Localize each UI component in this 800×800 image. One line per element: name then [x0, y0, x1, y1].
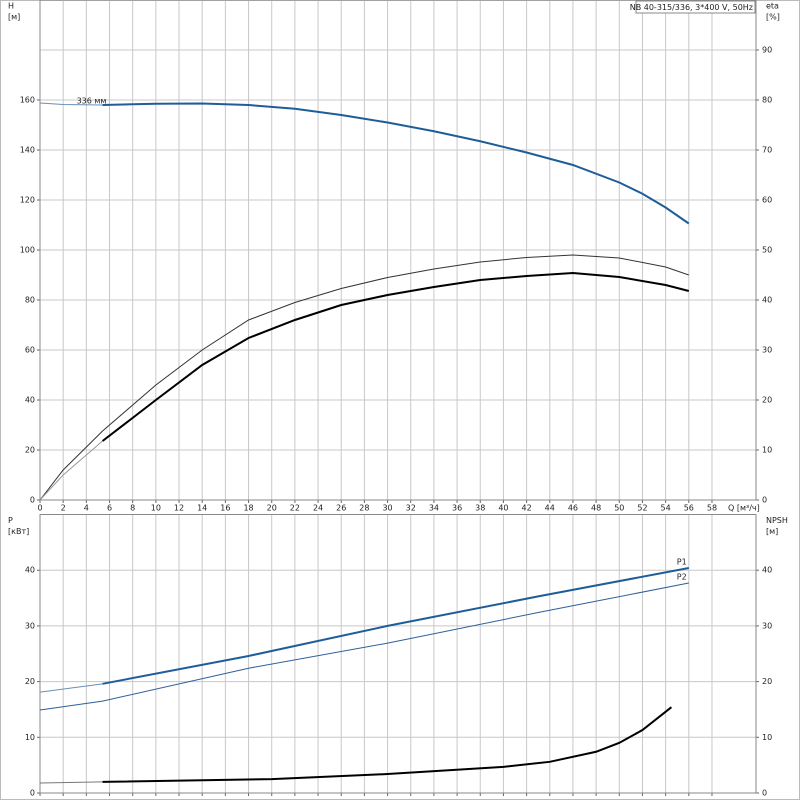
curve — [39, 102, 103, 106]
x-tick-label: 50 — [614, 504, 624, 513]
y2-tick-label: 50 — [762, 246, 772, 255]
x-tick-label: 46 — [568, 504, 578, 513]
y-tick-label: 30 — [25, 621, 35, 630]
y2-tick-label: 30 — [762, 346, 772, 355]
y2-tick-label: 10 — [762, 733, 772, 742]
y2-tick-label: 20 — [762, 677, 772, 686]
x-tick-label: 10 — [151, 504, 161, 513]
y2-axis-label: eta — [766, 2, 779, 11]
x-tick-label: 18 — [243, 504, 253, 513]
y2-tick-label: 20 — [762, 396, 772, 405]
y-tick-label: 10 — [25, 733, 35, 742]
x-tick-label: 56 — [684, 504, 694, 513]
y2-tick-label: 40 — [762, 296, 772, 305]
x-tick-label: 4 — [84, 504, 89, 513]
x-axis-label: Q [м³/ч] — [728, 504, 760, 513]
x-tick-label: 38 — [475, 504, 485, 513]
y-tick-label: 0 — [30, 789, 35, 798]
y2-axis-label: [%] — [766, 13, 780, 22]
y2-tick-label: 0 — [762, 789, 767, 798]
x-tick-label: 42 — [522, 504, 532, 513]
curve — [101, 271, 690, 442]
y2-tick-label: 10 — [762, 446, 772, 455]
curve — [102, 566, 689, 685]
y2-tick-label: 80 — [762, 96, 772, 105]
x-tick-label: 24 — [313, 504, 323, 513]
series-label: 336 мм — [77, 97, 107, 106]
y-tick-label: 100 — [20, 246, 35, 255]
y2-tick-label: 90 — [762, 46, 772, 55]
x-tick-label: 30 — [382, 504, 392, 513]
y2-tick-label: 0 — [762, 496, 767, 505]
plot-frame — [39, 0, 757, 501]
curve — [39, 582, 689, 711]
x-tick-label: 2 — [61, 504, 66, 513]
y-axis-label: [м] — [8, 13, 20, 22]
x-tick-label: 54 — [661, 504, 671, 513]
y2-tick-label: 30 — [762, 621, 772, 630]
plot-frame — [39, 514, 757, 794]
y-axis-label: H — [8, 2, 14, 11]
x-tick-label: 12 — [174, 504, 184, 513]
y2-tick-label: 40 — [762, 566, 772, 575]
x-tick-label: 48 — [591, 504, 601, 513]
y-tick-label: 120 — [20, 196, 35, 205]
chart-title: NB 40-315/336, 3*400 V, 50Hz — [630, 3, 753, 12]
x-tick-label: 58 — [707, 504, 717, 513]
x-tick-label: 40 — [498, 504, 508, 513]
y-axis-label: P — [8, 516, 13, 525]
y-tick-label: 80 — [25, 296, 35, 305]
y-tick-label: 20 — [25, 677, 35, 686]
y-tick-label: 160 — [20, 96, 35, 105]
y2-axis-label: NPSH — [766, 516, 788, 525]
x-tick-label: 0 — [37, 504, 42, 513]
y-tick-label: 60 — [25, 346, 35, 355]
y-axis-label: [кВт] — [8, 527, 29, 536]
x-tick-label: 44 — [545, 504, 555, 513]
curve — [39, 440, 103, 501]
x-tick-label: 6 — [107, 504, 112, 513]
x-tick-label: 32 — [406, 504, 416, 513]
y-tick-label: 140 — [20, 146, 35, 155]
curve — [102, 102, 690, 225]
x-tick-label: 14 — [197, 504, 207, 513]
title-box — [635, 0, 756, 14]
x-tick-label: 16 — [220, 504, 230, 513]
curve — [39, 781, 103, 784]
curve — [102, 706, 673, 783]
x-tick-label: 34 — [429, 504, 439, 513]
y-tick-label: 40 — [25, 566, 35, 575]
series-label: P2 — [677, 573, 687, 582]
y2-axis-label: [м] — [766, 527, 778, 536]
y2-tick-label: 60 — [762, 196, 772, 205]
x-tick-label: 8 — [130, 504, 135, 513]
x-tick-label: 52 — [637, 504, 647, 513]
x-tick-label: 26 — [336, 504, 346, 513]
curve — [39, 254, 689, 501]
y-tick-label: 20 — [25, 446, 35, 455]
x-tick-label: 20 — [267, 504, 277, 513]
x-tick-label: 28 — [359, 504, 369, 513]
series-label: P1 — [677, 557, 687, 566]
x-tick-label: 36 — [452, 504, 462, 513]
curve — [39, 683, 103, 693]
y2-tick-label: 70 — [762, 146, 772, 155]
x-tick-label: 22 — [290, 504, 300, 513]
y-tick-label: 0 — [30, 496, 35, 505]
y-tick-label: 40 — [25, 396, 35, 405]
